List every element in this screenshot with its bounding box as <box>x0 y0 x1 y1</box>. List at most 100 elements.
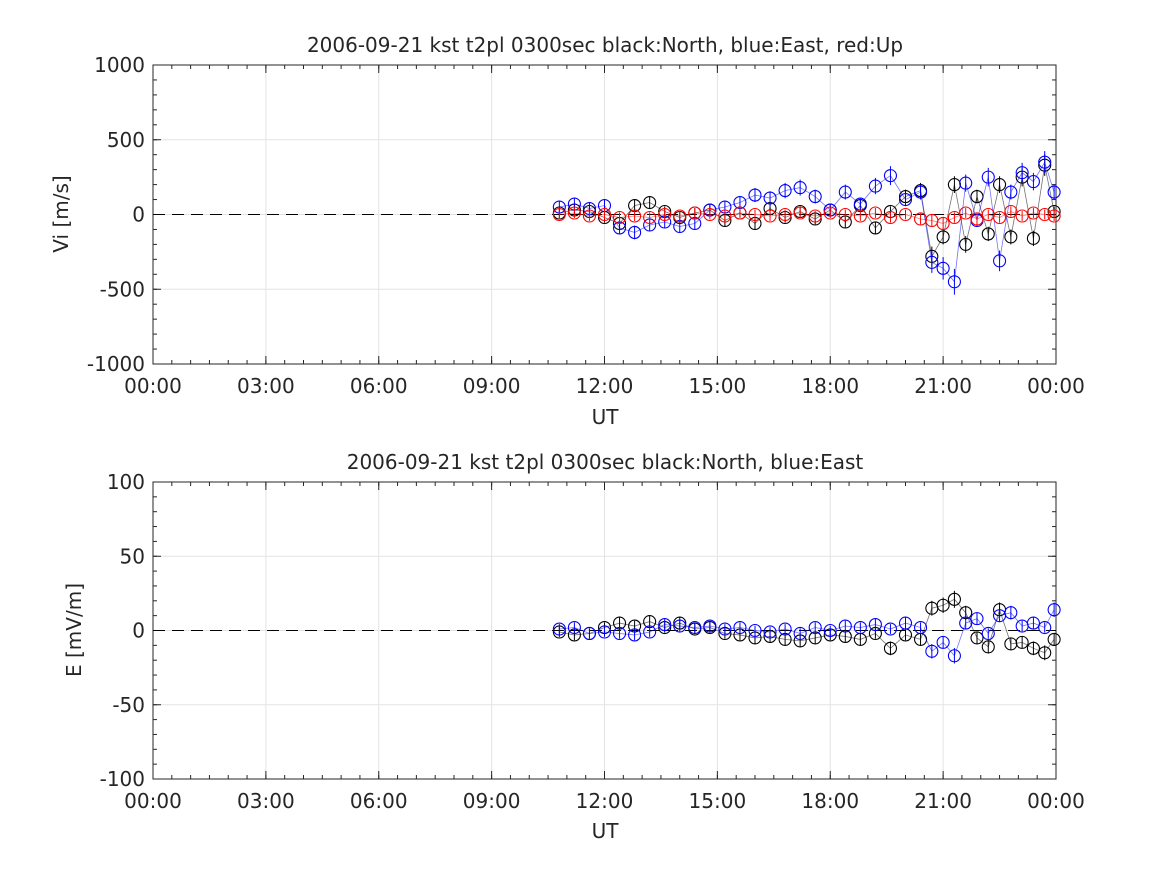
plot-area: 00:00 03:00 06:00 09:00 12:00 15:00 18:00 21:00… <box>87 53 1085 398</box>
x-tick-label: 12:00 <box>576 374 634 398</box>
east-data-point <box>643 625 657 639</box>
up-data-point <box>733 206 747 220</box>
north-data-point <box>936 230 950 244</box>
north-data-point <box>993 178 1007 192</box>
east-data-point <box>718 622 732 636</box>
east-data-point <box>748 623 762 638</box>
up-data-point <box>970 212 984 226</box>
east-data-point <box>1026 616 1040 630</box>
up-data-point <box>582 209 597 223</box>
east-data-point <box>936 635 950 649</box>
east-data-point <box>981 626 995 641</box>
up-data-point <box>658 207 672 222</box>
east-data-point <box>959 616 973 630</box>
east-data-point <box>703 619 717 633</box>
up-data-point <box>718 209 732 223</box>
up-data-point <box>947 210 961 225</box>
east-data-point <box>1038 155 1052 169</box>
panel-electric-field: 2006-09-21 kst t2pl 0300sec black:North,… <box>62 450 1085 843</box>
north-data-point <box>1026 641 1040 655</box>
east-data-point <box>793 626 807 641</box>
up-data-point <box>628 209 642 223</box>
east-data-point <box>868 618 882 632</box>
east-data-point <box>1038 620 1052 635</box>
north-series-line <box>559 598 1055 654</box>
north-data-point <box>1004 230 1018 244</box>
north-data-point <box>981 640 995 654</box>
y-axis-label: Vi [m/s] <box>49 175 73 252</box>
up-data-point <box>959 206 973 220</box>
x-tick-label: 12:00 <box>576 789 634 813</box>
up-data-point <box>936 216 950 231</box>
x-tick-label: 09:00 <box>463 789 521 813</box>
x-axis-label: UT <box>592 819 620 843</box>
east-data-point <box>925 255 939 269</box>
east-data-point <box>936 261 950 275</box>
y-tick-label: 1000 <box>94 53 145 77</box>
x-tick-label: 09:00 <box>463 374 521 398</box>
east-data-point <box>688 620 702 635</box>
east-data-point <box>628 225 642 239</box>
y-tick-label: -50 <box>112 693 145 717</box>
up-data-point <box>763 209 777 223</box>
east-data-point <box>763 191 777 205</box>
chart-title: 2006-09-21 kst t2pl 0300sec black:North,… <box>347 450 864 474</box>
east-data-point <box>658 618 672 632</box>
up-data-point <box>868 206 882 220</box>
up-data-point <box>898 207 913 222</box>
y-tick-label: 500 <box>107 128 145 152</box>
plot-area: 00:00 03:00 06:00 09:00 12:00 15:00 18:00 21:00… <box>100 470 1085 813</box>
x-tick-label: 00:00 <box>124 789 182 813</box>
up-data-point <box>1047 209 1061 223</box>
east-data-point <box>567 620 581 635</box>
x-tick-label: 00:00 <box>1027 374 1085 398</box>
east-data-point <box>823 623 837 638</box>
y-tick-label: 100 <box>107 470 145 494</box>
east-data-point <box>883 622 898 636</box>
east-data-point <box>925 644 939 658</box>
east-data-point <box>947 649 961 663</box>
north-data-point <box>868 221 882 235</box>
up-data-point <box>883 210 898 225</box>
x-tick-label: 00:00 <box>124 374 182 398</box>
up-data-point <box>853 209 867 223</box>
up-data-point <box>808 209 822 223</box>
east-data-point <box>597 625 612 639</box>
y-tick-label: -1000 <box>87 352 145 376</box>
east-data-point <box>808 190 822 204</box>
north-data-point <box>883 641 898 655</box>
up-series <box>552 204 1061 231</box>
east-data-point <box>883 169 898 183</box>
north-data-point <box>981 227 995 241</box>
up-data-point <box>748 207 762 222</box>
up-data-point <box>643 210 657 225</box>
y-axis-label: E [mV/m] <box>62 583 86 677</box>
east-data-point <box>913 185 928 199</box>
y-tick-label: 0 <box>132 203 145 227</box>
north-data-point <box>1015 635 1029 649</box>
east-data-point <box>748 188 762 202</box>
up-data-point <box>1038 207 1052 222</box>
x-tick-label: 03:00 <box>237 374 295 398</box>
east-data-point <box>959 176 973 190</box>
chart-title: 2006-09-21 kst t2pl 0300sec black:North,… <box>307 33 903 57</box>
y-tick-label: -100 <box>100 767 145 791</box>
north-series <box>552 590 1061 661</box>
east-data-point <box>793 181 807 195</box>
east-data-point <box>981 170 995 184</box>
east-data-point <box>808 620 822 635</box>
x-tick-label: 18:00 <box>801 374 859 398</box>
y-tick-label: 50 <box>120 544 145 568</box>
north-data-point <box>1038 646 1052 660</box>
up-data-point <box>567 206 581 220</box>
north-data-point <box>1026 231 1040 245</box>
east-data-point <box>763 625 777 639</box>
east-data-point <box>612 626 627 641</box>
x-tick-label: 15:00 <box>689 374 747 398</box>
north-data-point <box>1047 632 1061 646</box>
up-data-point <box>838 207 852 222</box>
east-data-point <box>673 619 687 633</box>
up-data-point <box>688 206 702 220</box>
east-data-point <box>853 620 867 635</box>
